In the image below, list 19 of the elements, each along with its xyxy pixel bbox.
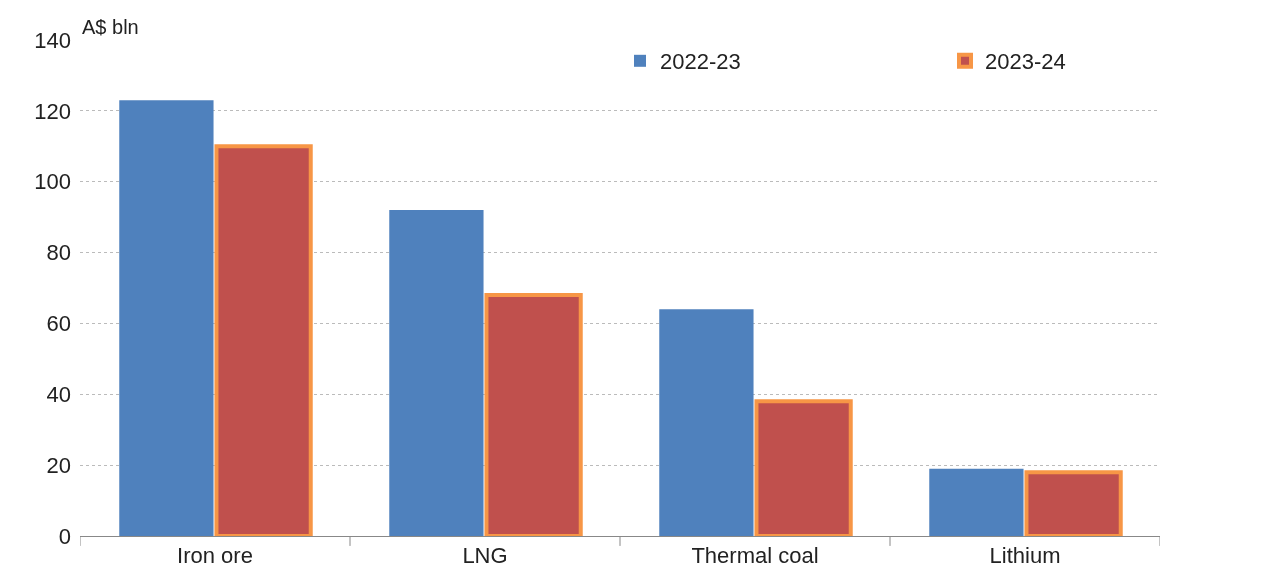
bar bbox=[119, 100, 214, 536]
bar bbox=[659, 309, 754, 536]
legend-label: 2022-23 bbox=[660, 49, 741, 75]
y-tick-label: 100 bbox=[34, 169, 71, 195]
x-tick-label: Iron ore bbox=[177, 543, 253, 569]
bar bbox=[929, 468, 1024, 536]
legend-label: 2023-24 bbox=[985, 49, 1066, 75]
y-tick-label: 0 bbox=[58, 523, 71, 549]
y-tick-label: 40 bbox=[46, 381, 71, 407]
y-tick-label: 140 bbox=[34, 27, 71, 53]
y-tick-label: 20 bbox=[46, 452, 71, 478]
y-tick-label: 80 bbox=[46, 240, 71, 266]
bar bbox=[389, 210, 484, 536]
x-tick-label: LNG bbox=[462, 543, 508, 569]
x-tick-label: Thermal coal bbox=[691, 543, 819, 569]
y-tick-label: 120 bbox=[34, 98, 71, 124]
y-axis-title: A$ bln bbox=[82, 16, 139, 38]
y-tick-label: 60 bbox=[46, 311, 71, 337]
x-tick-label: Lithium bbox=[989, 543, 1061, 569]
